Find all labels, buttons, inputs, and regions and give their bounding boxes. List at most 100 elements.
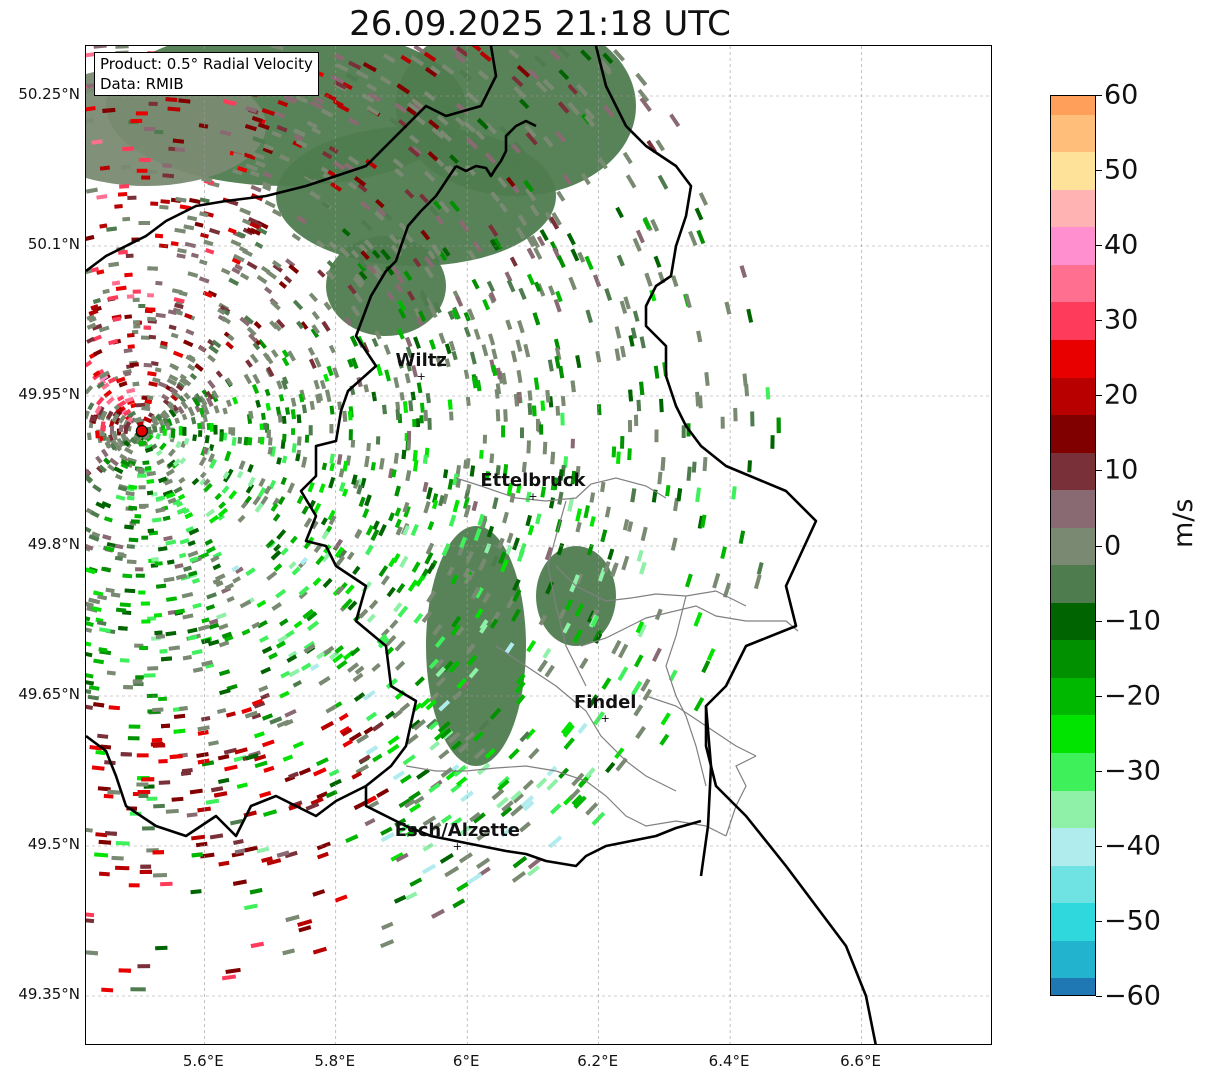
velocity-gate — [303, 640, 316, 651]
velocity-gate — [684, 293, 692, 309]
velocity-gate — [540, 486, 547, 498]
velocity-gate — [263, 422, 268, 430]
velocity-gate — [639, 336, 646, 349]
velocity-gate — [180, 400, 189, 410]
velocity-gate — [147, 528, 155, 533]
velocity-gate — [693, 697, 705, 712]
velocity-gate — [448, 660, 461, 674]
velocity-gate — [439, 852, 454, 864]
velocity-gate — [467, 872, 483, 885]
velocity-gate — [243, 436, 249, 446]
colorbar-segment — [1051, 189, 1095, 210]
velocity-gate — [243, 903, 258, 911]
velocity-gate — [282, 433, 287, 442]
velocity-gate — [371, 391, 377, 402]
velocity-gate — [496, 796, 509, 809]
velocity-gate — [418, 310, 427, 322]
velocity-gate — [455, 295, 464, 308]
velocity-gate — [450, 624, 461, 637]
velocity-gate — [154, 630, 163, 636]
velocity-gate — [86, 234, 95, 241]
velocity-gate — [644, 272, 653, 287]
velocity-gate — [103, 457, 111, 465]
velocity-gate — [111, 280, 121, 286]
velocity-gate — [256, 846, 270, 854]
velocity-gate — [471, 500, 478, 512]
velocity-gate — [227, 227, 237, 235]
velocity-gate — [200, 852, 215, 859]
velocity-gate — [315, 757, 329, 767]
velocity-gate — [416, 768, 430, 780]
velocity-gate — [562, 724, 575, 738]
velocity-gate — [467, 308, 476, 321]
velocity-gate — [413, 795, 425, 805]
velocity-gate — [172, 458, 181, 467]
velocity-gate — [154, 561, 163, 567]
radar-map[interactable]: + Wiltz + Ettelbruck + Findel + Esch/Alzette — [85, 45, 992, 1045]
velocity-gate — [473, 527, 482, 542]
velocity-gate — [512, 855, 528, 869]
velocity-gate — [167, 559, 175, 565]
velocity-gate — [182, 426, 187, 436]
velocity-gate — [396, 583, 406, 594]
colorbar-segment — [1051, 321, 1095, 342]
velocity-gate — [526, 273, 536, 286]
velocity-gate — [86, 466, 91, 476]
velocity-gate — [438, 749, 450, 760]
velocity-gate — [232, 879, 247, 886]
velocity-gate — [423, 501, 431, 514]
velocity-gate — [611, 639, 622, 655]
velocity-gate — [512, 537, 520, 551]
velocity-gate — [437, 720, 451, 733]
velocity-gate — [215, 573, 226, 582]
velocity-gate — [222, 432, 228, 441]
velocity-gate — [681, 425, 686, 438]
velocity-gate — [526, 440, 532, 454]
velocity-gate — [554, 347, 562, 361]
velocity-gate — [396, 275, 405, 285]
colorbar-segment — [1051, 546, 1095, 567]
velocity-gate — [198, 456, 207, 467]
velocity-gate — [308, 358, 317, 370]
velocity-gate — [571, 772, 585, 787]
velocity-gate — [425, 718, 438, 730]
velocity-gate — [231, 427, 236, 436]
velocity-gate — [128, 724, 141, 729]
velocity-gate — [476, 118, 489, 130]
velocity-gate — [321, 320, 331, 332]
velocity-gate — [593, 274, 602, 288]
velocity-gate — [328, 768, 340, 777]
velocity-gate — [136, 467, 145, 472]
velocity-gate — [567, 83, 578, 95]
velocity-gate — [463, 369, 470, 380]
velocity-gate — [312, 577, 322, 587]
velocity-gate — [271, 602, 282, 611]
velocity-gate — [441, 63, 455, 75]
velocity-gate — [159, 648, 168, 654]
velocity-gate — [146, 490, 154, 496]
velocity-gate — [202, 211, 214, 218]
velocity-gate — [176, 381, 185, 390]
velocity-gate — [222, 308, 231, 316]
radar-site-marker[interactable] — [135, 424, 148, 438]
velocity-gate — [358, 270, 368, 281]
velocity-gate — [88, 421, 94, 429]
velocity-gate — [288, 650, 298, 659]
velocity-gate — [365, 711, 378, 722]
velocity-gate — [185, 354, 196, 364]
velocity-gate — [554, 355, 561, 369]
velocity-gate — [309, 100, 324, 110]
velocity-gate — [150, 201, 159, 206]
velocity-gate — [393, 376, 400, 389]
velocity-gate — [239, 207, 252, 216]
velocity-gate — [505, 319, 513, 331]
velocity-gate — [125, 253, 134, 259]
velocity-gate — [603, 560, 611, 573]
velocity-gate — [424, 255, 435, 269]
velocity-gate — [398, 798, 411, 808]
velocity-gate — [622, 151, 633, 165]
radar-map-canvas[interactable]: +Wiltz+Ettelbruck+Findel+Esch/Alzette — [86, 46, 992, 1045]
velocity-gate — [524, 728, 536, 740]
colorbar-segment — [1051, 340, 1095, 360]
velocity-gate — [291, 232, 302, 242]
